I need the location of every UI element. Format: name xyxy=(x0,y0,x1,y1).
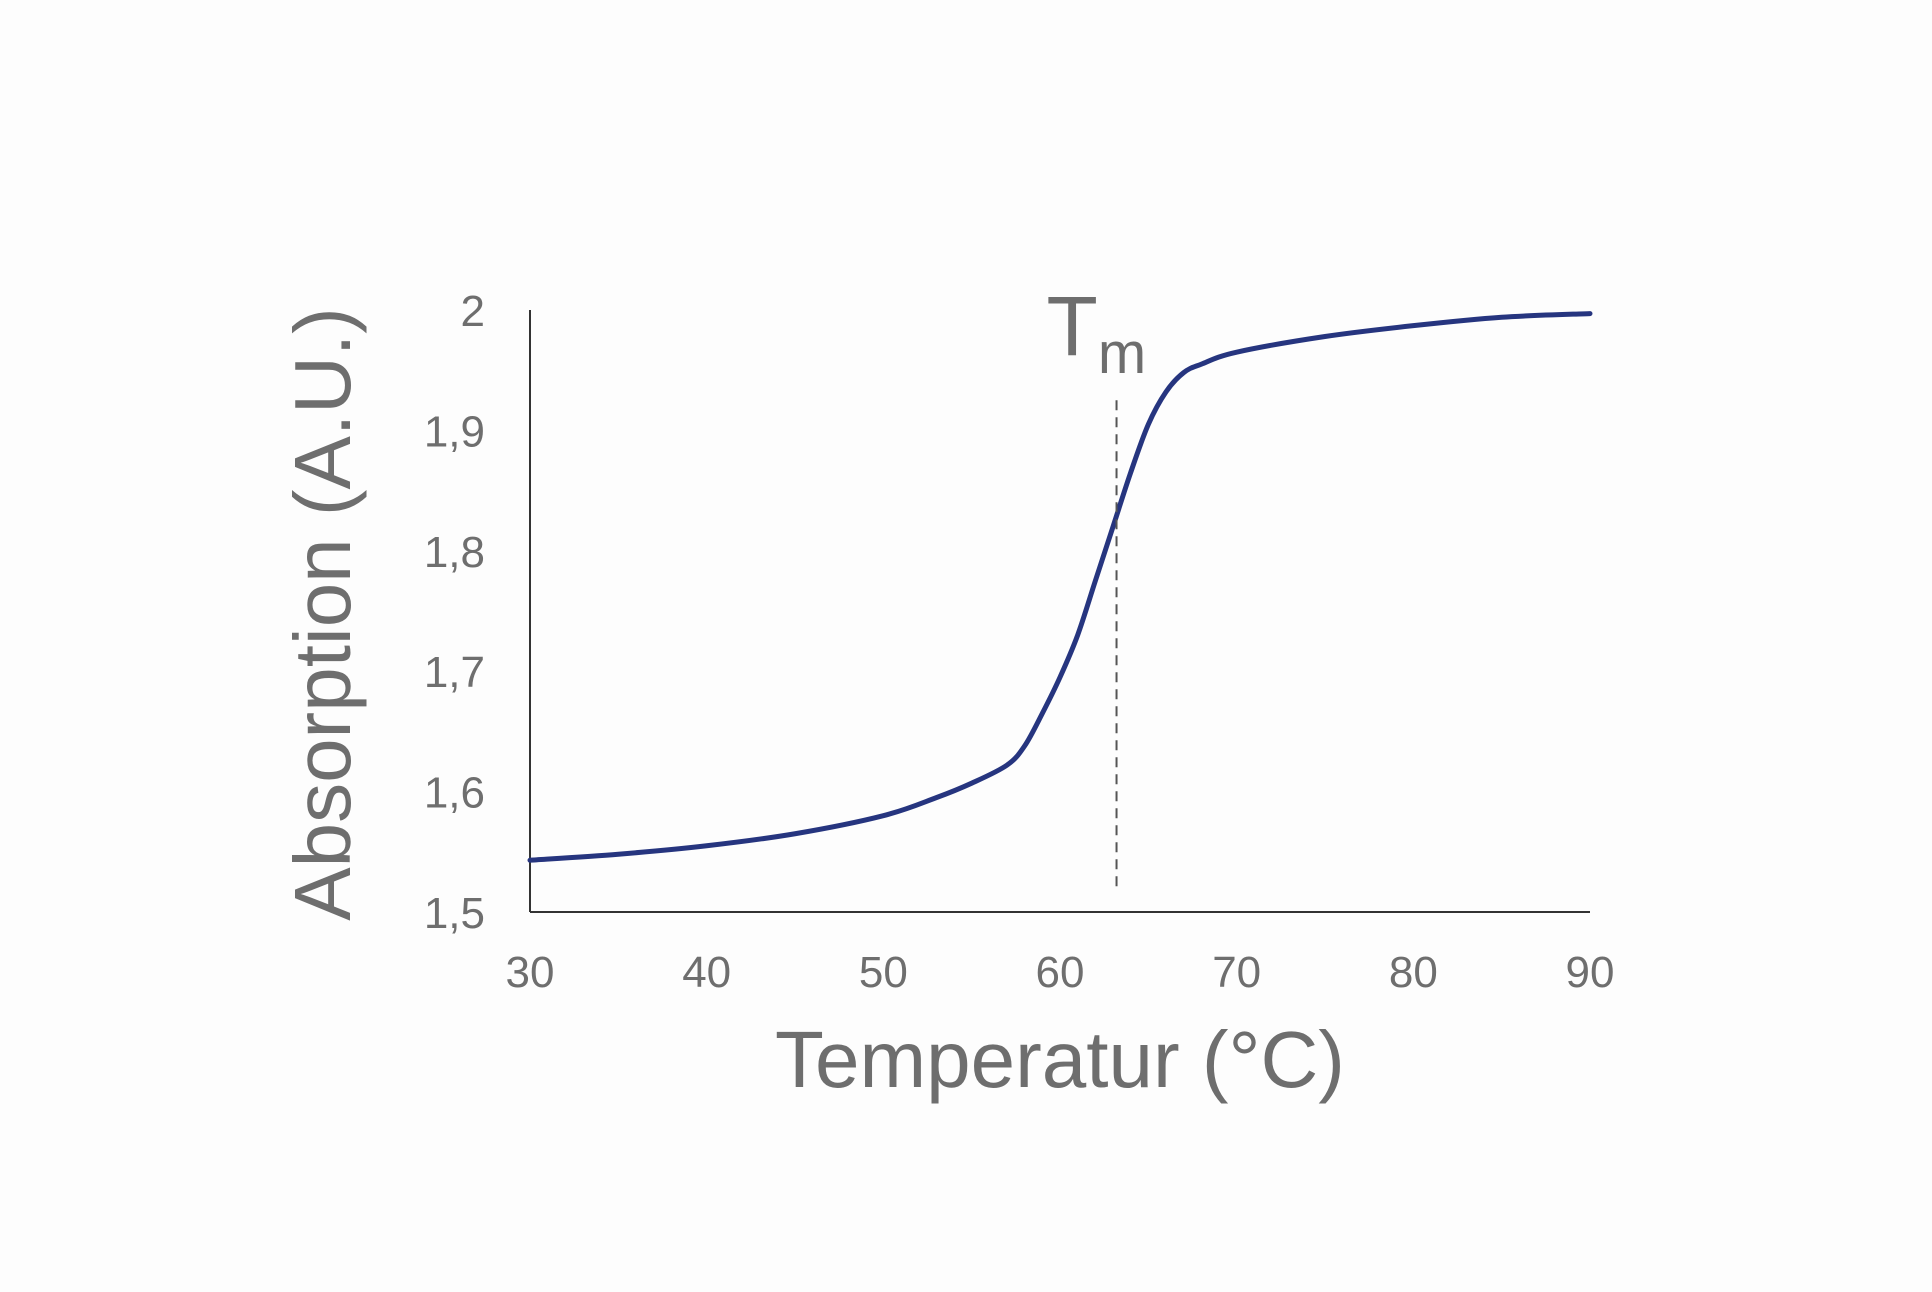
tm-label-sub: m xyxy=(1098,321,1146,386)
x-tick-label: 60 xyxy=(1036,948,1085,997)
x-axis-label: Temperatur (°C) xyxy=(775,1015,1345,1104)
x-tick-label: 80 xyxy=(1389,948,1438,997)
axes xyxy=(529,310,1590,913)
y-tick-label: 1,8 xyxy=(424,528,485,577)
y-tick-label: 1,7 xyxy=(424,648,485,697)
y-tick-labels: 1,5 1,6 1,7 1,8 1,9 2 xyxy=(424,287,485,938)
y-tick-label: 2 xyxy=(461,287,485,336)
tm-label-main: T xyxy=(1047,279,1098,373)
series-line xyxy=(527,311,1593,863)
x-tick-label: 40 xyxy=(682,948,731,997)
x-tick-labels: 30 40 50 60 70 80 90 xyxy=(506,948,1615,997)
annotation-group: Tm xyxy=(1047,279,1147,892)
x-tick-label: 70 xyxy=(1212,948,1261,997)
y-tick-label: 1,9 xyxy=(424,407,485,456)
tm-label: Tm xyxy=(1047,279,1147,386)
x-tick-label: 50 xyxy=(859,948,908,997)
series-group xyxy=(527,311,1593,863)
y-axis-label: Absorption (A.U.) xyxy=(278,307,367,921)
y-tick-label: 1,5 xyxy=(424,889,485,938)
x-tick-label: 30 xyxy=(506,948,555,997)
x-tick-label: 90 xyxy=(1566,948,1615,997)
y-tick-label: 1,6 xyxy=(424,769,485,818)
